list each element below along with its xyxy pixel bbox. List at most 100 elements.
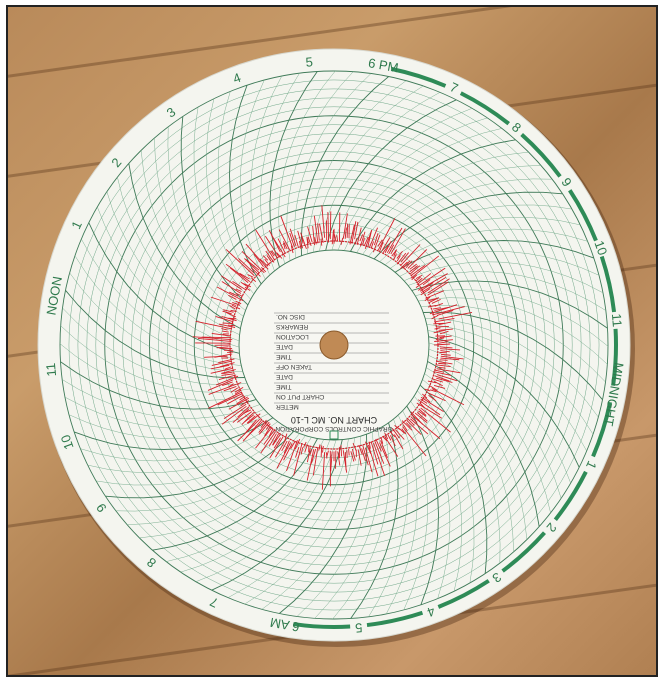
trace-spike <box>224 366 232 370</box>
trace-spike <box>351 221 357 244</box>
time-arc <box>417 390 475 583</box>
time-arc <box>244 437 355 605</box>
trace-spike <box>380 440 388 459</box>
time-arc <box>115 433 300 512</box>
time-arc <box>390 228 588 269</box>
trace-spike <box>290 440 296 450</box>
trace-spike <box>431 298 441 304</box>
time-arc <box>193 107 251 300</box>
trace-spike <box>268 429 273 437</box>
time-arc <box>428 348 562 499</box>
grid-ring <box>185 196 483 494</box>
trace-spike <box>439 348 461 351</box>
trace-spike <box>427 281 449 296</box>
trace-spike <box>208 382 242 395</box>
trace-spike <box>432 378 444 383</box>
trace-spike <box>217 393 243 406</box>
trace-spike <box>289 232 295 247</box>
hour-band-segment <box>293 622 351 629</box>
trace-spike <box>251 267 261 277</box>
time-arc <box>195 439 337 582</box>
trace-spike <box>222 310 232 315</box>
trace-spike <box>281 440 288 452</box>
trace-spike <box>306 236 310 244</box>
trace-spike <box>436 325 449 328</box>
trace-spike <box>401 420 413 431</box>
hour-band-segment <box>390 66 447 88</box>
trace-spike <box>415 274 423 279</box>
trace-spike <box>242 419 263 442</box>
time-arc <box>68 413 269 439</box>
time-arc <box>406 405 439 606</box>
time-arc <box>139 437 312 539</box>
time-arc <box>81 238 241 360</box>
time-arc <box>60 361 257 410</box>
trace-spike <box>247 413 261 425</box>
red-trace <box>192 205 473 490</box>
time-arc <box>206 98 255 295</box>
trace-spike <box>431 388 465 406</box>
time-arc <box>399 251 600 277</box>
trace-spike <box>232 281 247 291</box>
trace-spike <box>340 237 344 245</box>
trace-spike <box>377 239 383 247</box>
trace-spike <box>230 387 239 393</box>
time-arc <box>60 325 250 393</box>
trace-spike <box>348 448 350 456</box>
trace-spike <box>300 232 307 250</box>
time-arc <box>428 355 551 513</box>
grid-ring <box>59 70 609 620</box>
trace-spike <box>362 237 365 246</box>
trace-spike <box>396 252 407 265</box>
field-label: DISC NO. <box>276 313 305 320</box>
time-arc <box>260 73 300 271</box>
hour-label: 4 <box>231 70 243 87</box>
trace-spike <box>381 237 391 251</box>
grid-ring <box>113 124 555 566</box>
trace-spike <box>314 237 317 245</box>
trace-spike <box>229 305 236 310</box>
trace-spike <box>236 396 248 405</box>
trace-spike <box>400 244 421 266</box>
trace-spike <box>349 224 355 245</box>
trace-spike <box>393 250 397 257</box>
trace-spike <box>237 406 250 418</box>
trace-spike <box>244 258 260 273</box>
trace-spike <box>429 385 438 391</box>
trace-spike <box>342 213 348 239</box>
trace-spike <box>434 327 441 330</box>
trace-spike <box>433 380 443 387</box>
trace-spike <box>436 310 454 316</box>
trace-spike <box>218 323 236 328</box>
grid-ring <box>149 160 519 530</box>
time-arc <box>337 117 488 251</box>
trace-spike <box>396 250 403 259</box>
trace-spike <box>227 394 244 405</box>
time-arc <box>394 240 595 273</box>
trace-spike <box>195 320 231 330</box>
trace-spike <box>433 371 452 376</box>
trace-spike <box>210 296 237 306</box>
trace-spike <box>396 255 401 262</box>
trace-spike <box>330 451 333 472</box>
trace-spike <box>322 445 324 453</box>
trace-spike <box>438 321 452 326</box>
time-arc <box>279 434 368 614</box>
trace-spike <box>370 241 374 249</box>
trace-spike <box>232 302 241 306</box>
field-label: DATE <box>275 343 293 350</box>
trace-spike <box>297 230 303 249</box>
trace-spike <box>440 353 451 356</box>
trace-spike <box>400 261 408 269</box>
maker-name: GRAPHIC CONTROLS CORPORATION <box>275 425 393 432</box>
trace-spike <box>420 396 444 413</box>
trace-spike <box>405 422 411 428</box>
trace-spike <box>268 433 277 447</box>
trace-spike <box>263 428 276 445</box>
trace-spike <box>342 450 348 473</box>
time-arc <box>180 116 249 306</box>
trace-spike <box>409 265 421 275</box>
hour-label: 4 <box>425 604 437 621</box>
trace-spike <box>247 274 254 278</box>
time-arc <box>368 178 553 257</box>
